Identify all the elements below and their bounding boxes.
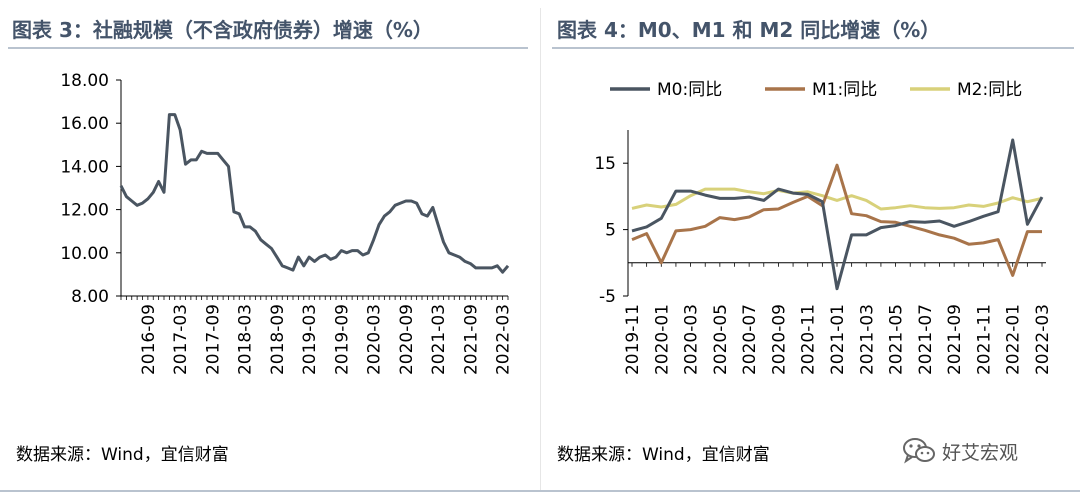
x-tick-label: 2021-03 — [857, 304, 877, 375]
x-tick-label: 2021-09 — [945, 304, 965, 375]
left-chart-title: 图表 3：社融规模（不含政府债券）增速（%） — [12, 18, 433, 42]
x-tick-label: 2021-07 — [916, 304, 936, 375]
y-tick-label: 14.00 — [60, 157, 109, 177]
x-tick-label: 2020-03 — [365, 304, 385, 375]
y-tick-label: 12.00 — [60, 201, 109, 221]
x-tick-label: 2021-09 — [461, 304, 481, 375]
right-title-rule — [552, 47, 1074, 49]
x-tick-label: 2022-03 — [494, 304, 514, 375]
legend-label: M0:同比 — [657, 80, 722, 100]
x-tick-label: 2021-01 — [828, 304, 848, 375]
x-tick-label: 2019-11 — [623, 304, 643, 375]
x-tick-label: 2018-03 — [236, 304, 256, 375]
x-tick-label: 2022-03 — [1033, 304, 1053, 375]
x-tick-label: 2020-05 — [711, 304, 731, 375]
wechat-icon — [903, 438, 935, 464]
x-tick-label: 2020-01 — [652, 304, 672, 375]
left-chart-tsf-growth: 8.00 10.00 12.00 14.00 16.00 18.00 2016-09 2017… — [60, 71, 514, 375]
bottom-rule — [0, 490, 1080, 492]
x-tick-label: 2021-05 — [887, 304, 907, 375]
panel-divider — [540, 8, 541, 492]
x-tick-label: 2022-01 — [1004, 304, 1024, 375]
x-tick-label: 2017-03 — [171, 304, 191, 375]
watermark: 好艾宏观 — [902, 436, 1018, 466]
legend-label: M1:同比 — [812, 80, 877, 100]
x-tick-label: 2021-03 — [429, 304, 449, 375]
y-tick-label: 8.00 — [71, 287, 109, 307]
x-tick-label: 2020-09 — [397, 304, 417, 375]
m2-series-line — [631, 187, 1043, 211]
x-tick-label: 2016-09 — [139, 304, 159, 375]
right-source-note: 数据来源：Wind，宜信财富 — [557, 445, 770, 465]
watermark-text: 好艾宏观 — [942, 441, 1019, 464]
y-tick-label: 16.00 — [60, 114, 109, 134]
y-tick-label: 10.00 — [60, 244, 109, 264]
y-tick-label: 5 — [605, 221, 616, 241]
x-tick-label: 2017-09 — [203, 304, 223, 375]
y-tick-label: -5 — [599, 287, 616, 307]
right-chart-title: 图表 4：M0、M1 和 M2 同比增速（%） — [557, 18, 941, 42]
m0-series-line — [631, 138, 1044, 291]
m1-series-line — [631, 163, 1042, 277]
right-chart-money-supply: -5 5 15 2019-11 2020-01 2020-03 2020-05 2020-07… — [594, 80, 1053, 375]
left-source-note: 数据来源：Wind，宜信财富 — [16, 445, 229, 465]
x-tick-label: 2021-11 — [974, 304, 994, 375]
x-tick-label: 2020-11 — [799, 304, 819, 375]
left-title-rule — [8, 47, 528, 49]
legend-label: M2:同比 — [957, 80, 1022, 100]
x-tick-label: 2019-03 — [300, 304, 320, 375]
x-tick-label: 2018-09 — [268, 304, 288, 375]
y-tick-label: 18.00 — [60, 71, 109, 91]
x-tick-label: 2020-03 — [682, 304, 702, 375]
x-tick-label: 2019-09 — [332, 304, 352, 375]
y-tick-label: 15 — [594, 154, 616, 174]
tsf-growth-line — [119, 113, 510, 274]
x-tick-label: 2020-07 — [740, 304, 760, 375]
x-tick-label: 2020-09 — [769, 304, 789, 375]
